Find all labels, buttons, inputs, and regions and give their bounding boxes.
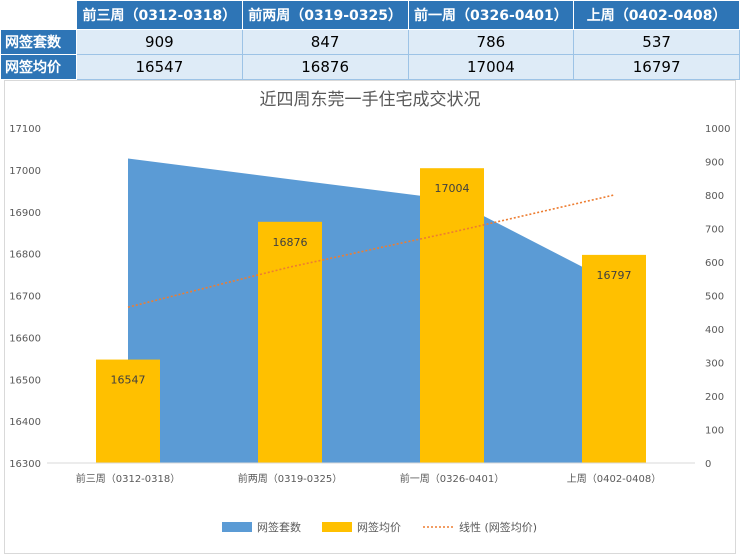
- bar-wangqian-junjia: [420, 168, 484, 463]
- table-header-row: 前三周（0312-0318） 前两周（0319-0325） 前一周（0326-0…: [0, 0, 740, 30]
- table-cell: 17004: [407, 54, 575, 80]
- right-axis-tick-label: 900: [705, 158, 724, 169]
- data-label: 16547: [111, 374, 146, 387]
- table-corner: [0, 0, 77, 30]
- column-header: 前两周（0319-0325）: [241, 0, 409, 30]
- legend-label: 网签套数: [257, 520, 301, 534]
- right-axis-tick-label: 300: [705, 359, 724, 370]
- row-header: 网签均价: [0, 54, 77, 80]
- right-axis-tick-label: 500: [705, 292, 724, 303]
- left-axis-tick-label: 17000: [9, 166, 41, 177]
- table-cell: 847: [241, 29, 409, 55]
- combo-chart: 近四周东莞一手住宅成交状况 16547 16876 17004 16797 16300…: [9, 90, 730, 534]
- column-header: 前一周（0326-0401）: [407, 0, 575, 30]
- table-row: 网签套数 909 847 786 537: [0, 29, 740, 55]
- left-axis-tick-label: 16700: [9, 292, 41, 303]
- table-row: 网签均价 16547 16876 17004 16797: [0, 54, 740, 80]
- right-axis-tick-label: 200: [705, 392, 724, 403]
- data-label: 16876: [273, 236, 308, 249]
- x-axis-tick-label: 前三周（0312-0318）: [76, 472, 181, 485]
- data-label: 16797: [597, 269, 632, 282]
- table-cell: 537: [573, 29, 740, 55]
- x-axis-tick-label: 上周（0402-0408）: [567, 473, 662, 485]
- legend-label: 线性 (网签均价): [459, 520, 537, 534]
- right-axis-tick-label: 700: [705, 225, 724, 236]
- chart-container: 近四周东莞一手住宅成交状况 16547 16876 17004 16797 16300…: [4, 80, 736, 554]
- legend-label: 网签均价: [357, 520, 401, 534]
- bar-wangqian-junjia: [582, 254, 646, 463]
- right-axis-tick-label: 600: [705, 258, 724, 269]
- x-axis-tick-label: 前两周（0319-0325）: [238, 472, 343, 485]
- data-label: 17004: [435, 182, 470, 195]
- bar-wangqian-junjia: [96, 359, 160, 463]
- left-axis-tick-label: 16600: [9, 333, 41, 344]
- table-cell: 909: [76, 29, 243, 55]
- right-axis-tick-label: 400: [705, 325, 724, 336]
- left-axis-tick-label: 16400: [9, 417, 41, 428]
- legend-swatch-bar: [322, 522, 352, 532]
- column-header: 上周（0402-0408）: [573, 0, 740, 30]
- right-axis-tick-label: 100: [705, 426, 724, 437]
- bar-wangqian-junjia: [258, 221, 322, 463]
- table-cell: 786: [407, 29, 575, 55]
- right-axis-tick-label: 1000: [705, 124, 730, 135]
- right-axis-tick-label: 800: [705, 191, 724, 202]
- chart-title: 近四周东莞一手住宅成交状况: [260, 90, 481, 110]
- legend-swatch-area: [222, 522, 252, 532]
- table-cell: 16876: [241, 54, 409, 80]
- left-axis-tick-label: 16500: [9, 375, 41, 386]
- left-axis-tick-label: 16300: [9, 459, 41, 470]
- x-axis-tick-label: 前一周（0326-0401）: [400, 472, 505, 485]
- row-header: 网签套数: [0, 29, 77, 55]
- left-axis-tick-label: 16800: [9, 250, 41, 261]
- table-cell: 16547: [76, 54, 243, 80]
- left-axis-tick-label: 17100: [9, 124, 41, 135]
- summary-table: 前三周（0312-0318） 前两周（0319-0325） 前一周（0326-0…: [0, 0, 740, 80]
- trendline-wangqian-junjia: [127, 194, 615, 309]
- column-header: 前三周（0312-0318）: [76, 0, 243, 30]
- left-axis-tick-label: 16900: [9, 208, 41, 219]
- table-cell: 16797: [573, 54, 740, 80]
- right-axis-tick-label: 0: [705, 459, 711, 470]
- area-series-wangqian-taoshu: [128, 158, 614, 464]
